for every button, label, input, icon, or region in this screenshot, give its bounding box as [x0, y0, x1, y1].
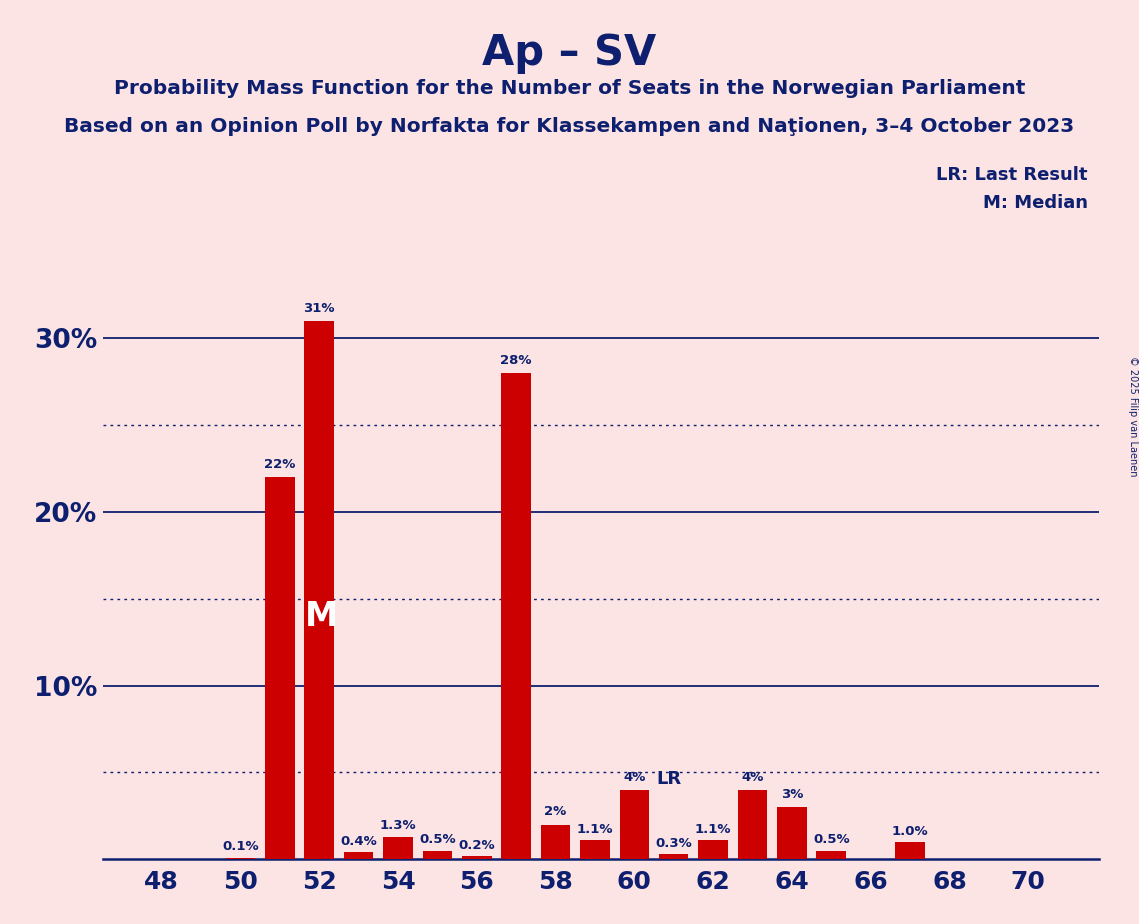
Text: 22%: 22%: [264, 458, 295, 471]
Bar: [226, 857, 255, 859]
Bar: [462, 856, 492, 859]
Bar: [817, 851, 846, 859]
Bar: [698, 840, 728, 859]
Bar: [423, 851, 452, 859]
Text: 1.3%: 1.3%: [379, 820, 416, 833]
Bar: [895, 842, 925, 859]
Bar: [738, 790, 768, 859]
Text: M: Median: M: Median: [983, 194, 1088, 212]
Text: 0.5%: 0.5%: [419, 833, 456, 846]
Text: 0.1%: 0.1%: [222, 840, 259, 853]
Bar: [777, 808, 806, 859]
Text: 0.5%: 0.5%: [813, 833, 850, 846]
Text: LR: Last Result: LR: Last Result: [936, 166, 1088, 184]
Text: M: M: [304, 601, 338, 634]
Text: 3%: 3%: [780, 788, 803, 801]
Text: Probability Mass Function for the Number of Seats in the Norwegian Parliament: Probability Mass Function for the Number…: [114, 79, 1025, 98]
Bar: [620, 790, 649, 859]
Bar: [265, 477, 295, 859]
Text: 31%: 31%: [303, 301, 335, 314]
Text: 1.0%: 1.0%: [892, 824, 928, 837]
Text: 1.1%: 1.1%: [576, 823, 613, 836]
Text: 0.2%: 0.2%: [458, 838, 495, 852]
Bar: [304, 321, 334, 859]
Text: © 2025 Filip van Laenen: © 2025 Filip van Laenen: [1129, 356, 1138, 476]
Bar: [383, 837, 412, 859]
Text: Ap – SV: Ap – SV: [483, 32, 656, 74]
Text: 4%: 4%: [623, 771, 646, 784]
Bar: [344, 852, 374, 859]
Text: 2%: 2%: [544, 806, 566, 819]
Text: 28%: 28%: [500, 354, 532, 367]
Bar: [501, 372, 531, 859]
Text: 0.4%: 0.4%: [341, 835, 377, 848]
Text: 1.1%: 1.1%: [695, 823, 731, 836]
Bar: [659, 854, 688, 859]
Text: LR: LR: [656, 770, 681, 788]
Bar: [541, 824, 571, 859]
Bar: [580, 840, 609, 859]
Text: Based on an Opinion Poll by Norfakta for Klassekampen and Naţionen, 3–4 October : Based on an Opinion Poll by Norfakta for…: [65, 117, 1074, 137]
Text: 4%: 4%: [741, 771, 763, 784]
Text: 0.3%: 0.3%: [655, 837, 693, 850]
